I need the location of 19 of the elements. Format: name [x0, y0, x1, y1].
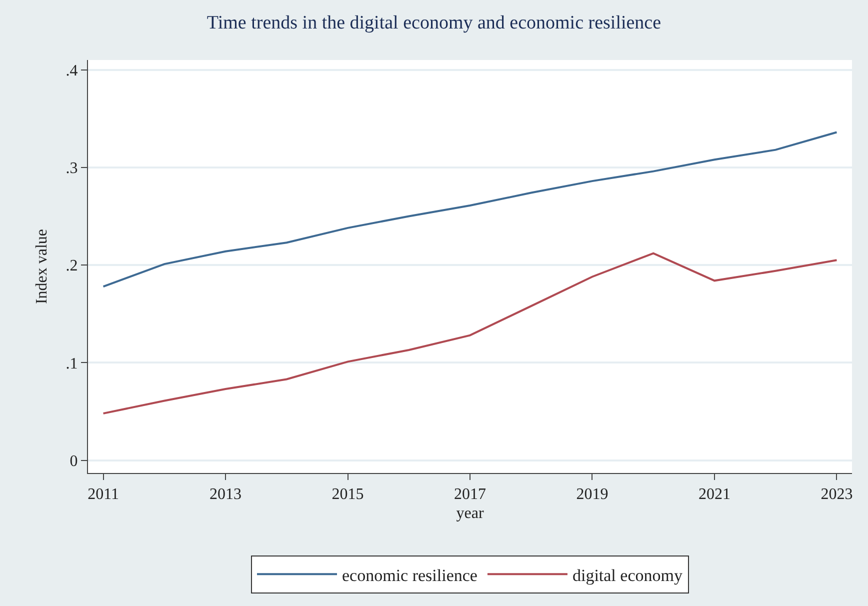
y-tick-label: .2: [66, 258, 78, 275]
y-tick-label: .1: [66, 355, 78, 372]
x-tick-label: 2023: [820, 486, 853, 504]
legend-label: digital economy: [572, 566, 683, 585]
x-tick-label: 2021: [698, 486, 730, 504]
x-tick-label: 2011: [88, 486, 119, 504]
x-tick-label: 2013: [210, 486, 242, 504]
legend-label: economic resilience: [342, 566, 478, 585]
y-tick-label: .3: [66, 160, 78, 177]
x-tick-label: 2017: [454, 486, 486, 504]
chart-title: Time trends in the digital economy and economic resilience: [206, 12, 662, 34]
y-tick-label: 0: [70, 452, 78, 470]
y-tick-label: .4: [66, 62, 78, 80]
x-tick-label: 2019: [576, 486, 608, 504]
x-tick-label: 2015: [332, 486, 364, 504]
line-series: [102, 131, 838, 288]
line-series: [102, 252, 838, 414]
x-axis-title: year: [456, 504, 484, 522]
y-axis-title: Index value: [34, 228, 51, 304]
